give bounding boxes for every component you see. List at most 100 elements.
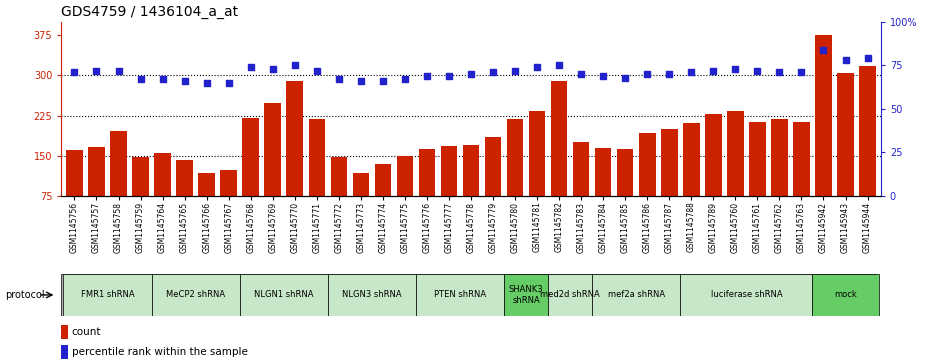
Text: protocol: protocol [5, 290, 44, 300]
Point [860, 56, 875, 61]
Bar [504, 274, 548, 316]
Bar [463, 145, 479, 196]
Point [595, 73, 610, 79]
Bar [89, 147, 105, 196]
Point [177, 78, 192, 84]
Text: med2d shRNA: med2d shRNA [541, 290, 600, 299]
Bar [573, 142, 590, 196]
Point [199, 80, 214, 86]
Bar [309, 119, 325, 196]
Point [838, 57, 853, 63]
Bar [485, 137, 501, 196]
Bar [793, 122, 810, 196]
Point [266, 66, 281, 72]
Point [816, 47, 831, 53]
Bar [441, 146, 457, 196]
Bar [815, 35, 832, 196]
Bar [528, 111, 545, 196]
Bar [328, 274, 416, 316]
Text: mock: mock [835, 290, 857, 299]
Point [375, 78, 390, 84]
Bar [132, 157, 149, 196]
Point [287, 62, 302, 68]
Point [442, 73, 457, 79]
Bar [199, 173, 215, 196]
Point [398, 76, 413, 82]
Bar [551, 81, 567, 196]
Bar [416, 274, 504, 316]
Point [684, 69, 699, 75]
Bar [812, 274, 879, 316]
Bar [418, 150, 435, 196]
Bar [66, 150, 83, 196]
Bar [548, 274, 593, 316]
Bar [331, 157, 347, 196]
Point [640, 71, 655, 77]
Bar [771, 119, 788, 196]
Point [706, 68, 721, 73]
Text: FMR1 shRNA: FMR1 shRNA [81, 290, 135, 299]
Bar [61, 345, 68, 359]
Text: NLGN3 shRNA: NLGN3 shRNA [342, 290, 401, 299]
Point [794, 69, 809, 75]
Point [419, 73, 434, 79]
Point [353, 78, 368, 84]
Point [111, 68, 126, 73]
Bar [593, 274, 680, 316]
Bar [397, 156, 414, 196]
Bar [639, 133, 656, 196]
Point [221, 80, 236, 86]
Text: NLGN1 shRNA: NLGN1 shRNA [254, 290, 314, 299]
Text: mef2a shRNA: mef2a shRNA [608, 290, 665, 299]
Bar [352, 173, 369, 196]
Point [529, 64, 544, 70]
Bar [683, 123, 700, 196]
Point [485, 69, 500, 75]
Text: MeCP2 shRNA: MeCP2 shRNA [166, 290, 225, 299]
Bar [837, 73, 853, 196]
Point [332, 76, 347, 82]
Bar [239, 274, 328, 316]
Point [133, 76, 148, 82]
Bar [63, 274, 152, 316]
Point [771, 69, 787, 75]
Point [750, 68, 765, 73]
Bar [705, 114, 722, 196]
Bar [110, 131, 127, 196]
Bar [176, 160, 193, 196]
Bar [595, 148, 611, 196]
Point [552, 62, 567, 68]
Point [67, 69, 82, 75]
Bar [154, 153, 171, 196]
Bar [680, 274, 813, 316]
Bar [265, 103, 281, 196]
Point [89, 68, 104, 73]
Point [618, 75, 633, 81]
Point [728, 66, 743, 72]
Text: luciferase shRNA: luciferase shRNA [710, 290, 782, 299]
Text: PTEN shRNA: PTEN shRNA [434, 290, 486, 299]
Text: count: count [72, 327, 101, 337]
Point [243, 64, 258, 70]
Bar [375, 164, 391, 196]
Bar [727, 111, 743, 196]
Point [309, 68, 324, 73]
Bar [61, 325, 68, 339]
Point [661, 71, 676, 77]
Point [508, 68, 523, 73]
Bar [859, 66, 876, 196]
Bar [152, 274, 239, 316]
Text: GDS4759 / 1436104_a_at: GDS4759 / 1436104_a_at [61, 5, 238, 19]
Point [155, 76, 171, 82]
Bar [286, 81, 303, 196]
Bar [242, 118, 259, 196]
Point [574, 71, 589, 77]
Bar [220, 170, 237, 196]
Bar [749, 122, 766, 196]
Point [463, 71, 479, 77]
Bar [661, 129, 677, 196]
Bar [617, 150, 633, 196]
Text: percentile rank within the sample: percentile rank within the sample [72, 347, 248, 357]
Text: SHANK3
shRNA: SHANK3 shRNA [509, 285, 544, 305]
Bar [507, 119, 524, 196]
